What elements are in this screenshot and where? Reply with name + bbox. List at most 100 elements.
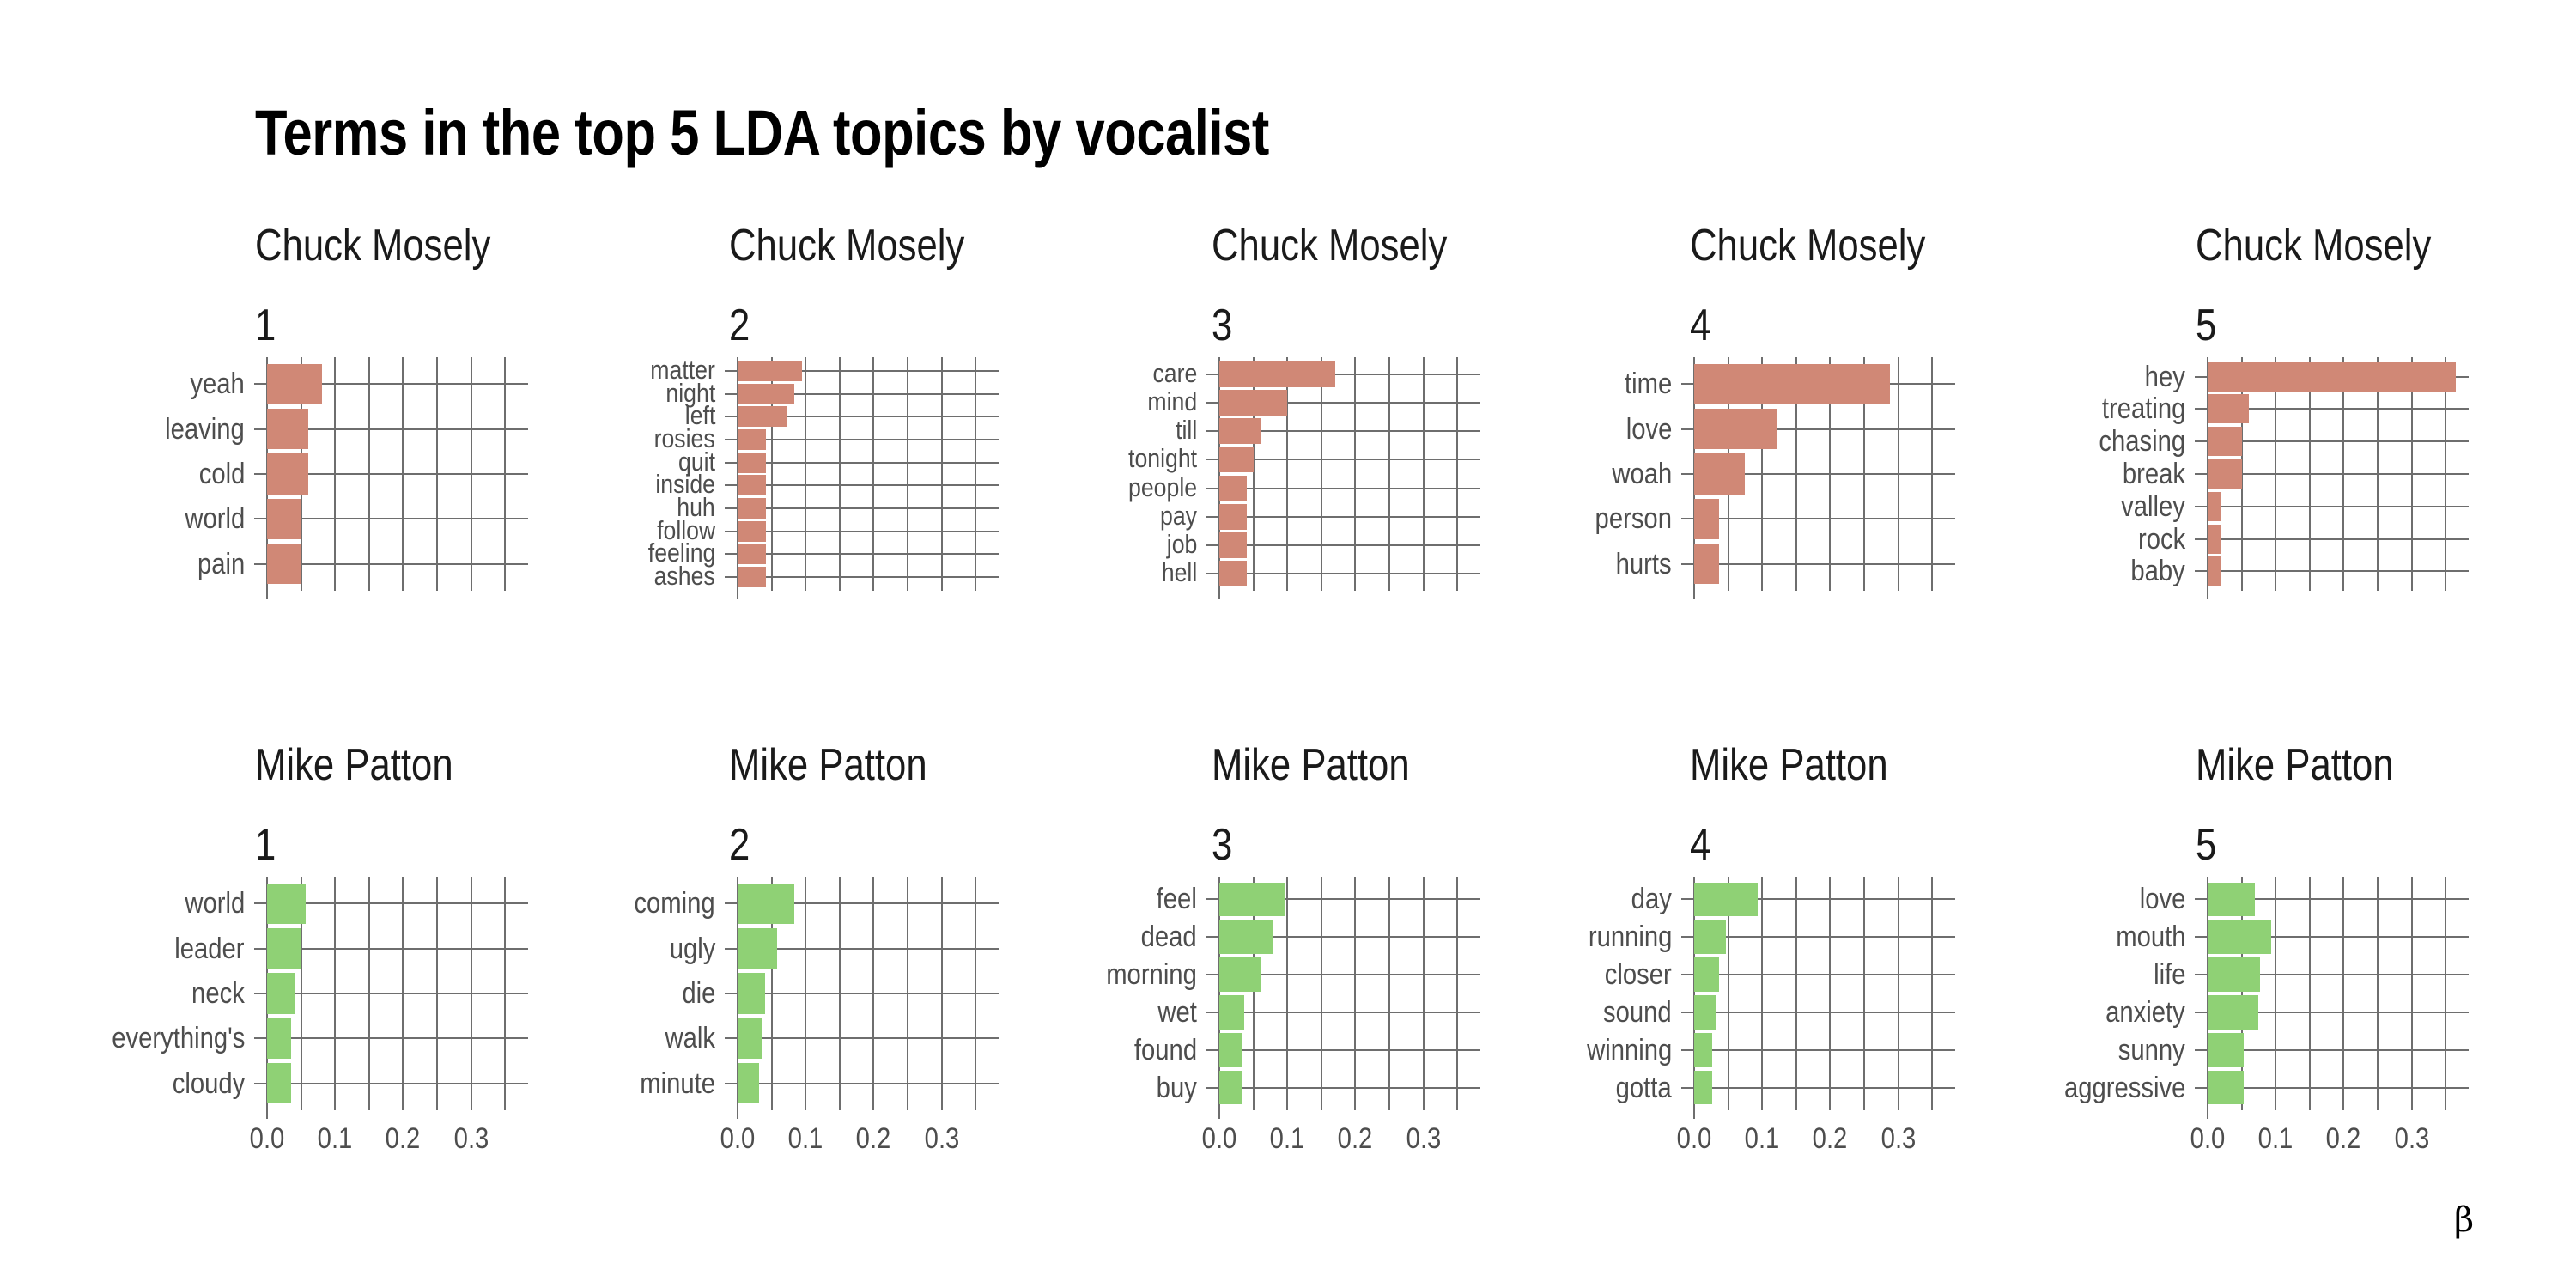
gridline-horizontal <box>725 553 999 556</box>
y-tick-label: life <box>2153 958 2185 992</box>
bar <box>267 544 301 585</box>
bar <box>267 453 309 495</box>
y-tick-label: ugly <box>669 932 715 965</box>
gridline-horizontal <box>725 947 999 950</box>
gridline-vertical <box>2308 877 2311 1110</box>
gridline-vertical <box>975 357 977 591</box>
y-tick-label: pain <box>197 547 245 580</box>
y-tick-label: minute <box>640 1066 715 1100</box>
gridline-vertical <box>2410 877 2413 1110</box>
gridline-vertical <box>2275 877 2277 1110</box>
y-tick-label: closer <box>1604 958 1672 992</box>
gridline-horizontal <box>725 370 999 372</box>
x-tick-label: 0.3 <box>1880 1122 1916 1155</box>
bar <box>738 1018 762 1059</box>
gridline-vertical <box>1286 357 1289 591</box>
bar <box>1219 532 1247 558</box>
bar <box>2208 1033 2244 1067</box>
y-tick-label: wet <box>1157 995 1197 1029</box>
bar <box>2208 882 2256 917</box>
y-tick-label: tonight <box>1127 443 1197 474</box>
facet-topic-label: 2 <box>729 820 750 870</box>
gridline-horizontal <box>725 507 999 509</box>
gridline-horizontal <box>1681 936 1955 939</box>
y-tick-label: pay <box>1160 500 1197 531</box>
x-tick-label: 0.1 <box>1269 1122 1305 1155</box>
facet-vocalist-label: Mike Patton <box>729 740 927 790</box>
y-tick-label: follow <box>656 514 715 545</box>
gridline-horizontal <box>2195 1048 2469 1051</box>
y-tick-label: baby <box>2130 555 2185 588</box>
x-tick-label: 0.3 <box>453 1122 489 1155</box>
y-tick-label: sunny <box>2117 1033 2185 1066</box>
y-tick-label: inside <box>655 469 715 500</box>
facet-vocalist-label: Chuck Mosely <box>2196 221 2432 270</box>
chart-title: Terms in the top 5 LDA topics by vocalis… <box>255 97 1269 168</box>
bar <box>1219 1033 1242 1067</box>
gridline-horizontal <box>2195 1011 2469 1013</box>
bar <box>1219 418 1261 445</box>
facet-panel: yeah leaving cold world pain <box>165 357 528 599</box>
y-tick-label: walk <box>665 1022 715 1055</box>
gridline-horizontal <box>725 993 999 994</box>
y-tick-label: rock <box>2137 522 2185 556</box>
gridline-horizontal <box>254 518 528 520</box>
gridline-horizontal <box>725 416 999 418</box>
gridline-horizontal <box>725 439 999 440</box>
y-tick-label: care <box>1152 357 1197 388</box>
gridline-horizontal <box>2195 505 2469 507</box>
gridline-horizontal <box>2195 473 2469 475</box>
y-tick-label: anxiety <box>2105 995 2185 1029</box>
facet-topic-label: 4 <box>1690 820 1711 870</box>
y-tick-label: yeah <box>190 368 245 401</box>
gridline-vertical <box>940 357 943 591</box>
facet-panel: feel dead morning wet found buy 0.0 0.1 0.2 0.3 <box>1106 877 1480 1153</box>
bar <box>738 429 767 450</box>
gridline-horizontal <box>2195 898 2469 901</box>
y-tick-label: time <box>1624 368 1672 401</box>
gridline-horizontal <box>254 383 528 386</box>
gridline-horizontal <box>1206 373 1480 375</box>
gridline-horizontal <box>2195 538 2469 540</box>
y-tick-label: love <box>2139 883 2185 916</box>
y-tick-label: running <box>1588 920 1672 954</box>
gridline-vertical <box>838 357 841 591</box>
bar <box>738 928 777 969</box>
x-tick-label: 0.3 <box>2394 1122 2429 1155</box>
gridline-horizontal <box>254 993 528 994</box>
bar <box>738 1063 760 1104</box>
facet-vocalist-label: Chuck Mosely <box>729 221 965 270</box>
gridline-horizontal <box>254 562 528 565</box>
y-tick-label: job <box>1166 528 1197 559</box>
y-tick-label: till <box>1175 415 1197 446</box>
bar <box>2208 361 2457 392</box>
bar <box>1219 957 1261 992</box>
bar <box>2208 427 2242 457</box>
gridline-vertical <box>1931 877 1934 1110</box>
y-tick-label: rosies <box>653 423 715 453</box>
bar <box>1219 503 1247 530</box>
y-tick-label: feel <box>1156 883 1197 916</box>
facet-vocalist-label: Mike Patton <box>2196 740 2394 790</box>
gridline-horizontal <box>1681 428 1955 430</box>
y-tick-label: die <box>681 977 715 1010</box>
y-tick-label: leaving <box>165 412 245 446</box>
bar <box>2208 394 2249 424</box>
y-tick-label: ashes <box>653 561 715 591</box>
bar <box>738 544 767 565</box>
bar <box>267 1063 291 1104</box>
gridline-horizontal <box>1206 459 1480 461</box>
gridline-horizontal <box>725 484 999 487</box>
gridline-horizontal <box>725 902 999 905</box>
facet-panel: care mind till tonight people pay job hell <box>1128 357 1480 599</box>
y-tick-label: buy <box>1156 1071 1197 1104</box>
bar <box>738 567 767 587</box>
y-tick-label: world <box>185 887 245 920</box>
y-tick-label: dead <box>1140 920 1197 954</box>
gridline-vertical <box>1829 877 1832 1110</box>
y-tick-label: woah <box>1612 458 1672 490</box>
x-tick-label: 0.1 <box>787 1122 823 1155</box>
gridline-vertical <box>1388 357 1390 591</box>
y-tick-label: hey <box>2144 360 2185 393</box>
gridline-vertical <box>1252 357 1255 591</box>
